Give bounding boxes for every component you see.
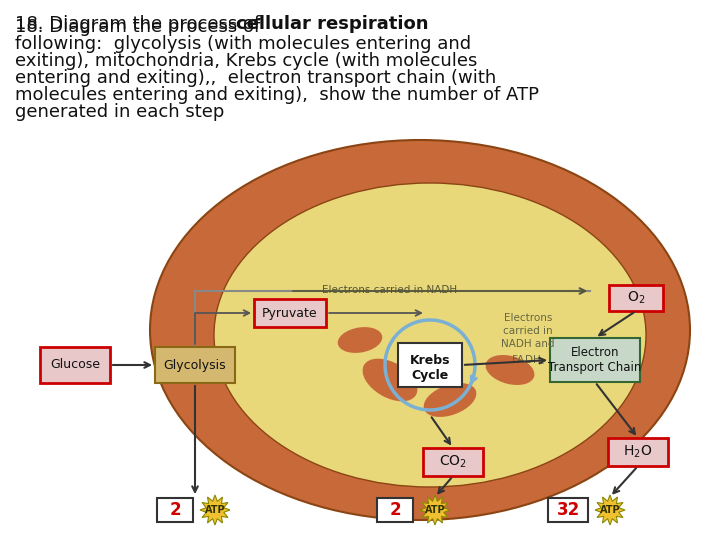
Ellipse shape [423, 383, 477, 417]
Text: CO$_2$: CO$_2$ [439, 454, 467, 470]
Text: Electrons
carried in
NADH and
FADH$_2$: Electrons carried in NADH and FADH$_2$ [501, 313, 554, 367]
Text: Pyruvate: Pyruvate [262, 307, 318, 320]
Text: exiting), mitochondria, Krebs cycle (with molecules: exiting), mitochondria, Krebs cycle (wit… [15, 52, 477, 70]
Ellipse shape [485, 355, 534, 385]
Text: Electrons carried in NADH: Electrons carried in NADH [323, 285, 458, 295]
FancyBboxPatch shape [548, 498, 588, 522]
Text: 32: 32 [557, 501, 580, 519]
FancyBboxPatch shape [254, 299, 326, 327]
Text: generated in each step: generated in each step [15, 103, 225, 121]
Text: Glucose: Glucose [50, 359, 100, 372]
Text: Glycolysis: Glycolysis [163, 359, 226, 372]
Ellipse shape [214, 183, 646, 487]
Text: Cycle: Cycle [411, 368, 449, 381]
FancyBboxPatch shape [423, 448, 483, 476]
FancyBboxPatch shape [398, 343, 462, 387]
Text: ATP: ATP [204, 505, 225, 515]
Text: cellular respiration: cellular respiration [236, 15, 428, 33]
Text: Electron: Electron [571, 347, 619, 360]
FancyBboxPatch shape [157, 498, 193, 522]
Text: following:  glycolysis (with molecules entering and: following: glycolysis (with molecules en… [15, 35, 471, 53]
Ellipse shape [338, 327, 382, 353]
Text: 2: 2 [390, 501, 401, 519]
Polygon shape [200, 495, 230, 525]
Polygon shape [420, 495, 450, 525]
FancyBboxPatch shape [377, 498, 413, 522]
Text: entering and exiting),,  electron transport chain (with: entering and exiting),, electron transpo… [15, 69, 496, 87]
Ellipse shape [363, 359, 418, 401]
Polygon shape [595, 495, 625, 525]
Text: molecules entering and exiting),  show the number of ATP: molecules entering and exiting), show th… [15, 86, 539, 104]
FancyBboxPatch shape [550, 338, 640, 382]
Text: Transport Chain: Transport Chain [549, 361, 642, 375]
FancyBboxPatch shape [609, 285, 663, 311]
Text: 2: 2 [169, 501, 181, 519]
Text: H$_2$O: H$_2$O [624, 444, 652, 460]
FancyBboxPatch shape [608, 438, 668, 466]
Text: ATP: ATP [600, 505, 621, 515]
Text: ATP: ATP [425, 505, 445, 515]
FancyBboxPatch shape [40, 347, 110, 383]
Text: Krebs: Krebs [410, 354, 450, 367]
FancyBboxPatch shape [155, 347, 235, 383]
Text: 18. Diagram the process of: 18. Diagram the process of [15, 18, 266, 36]
Text: O$_2$: O$_2$ [627, 290, 645, 306]
Text: 18. Diagram the process of: 18. Diagram the process of [15, 15, 266, 33]
Text: 18. Diagram the process of: 18. Diagram the process of [15, 18, 266, 36]
Ellipse shape [150, 140, 690, 520]
